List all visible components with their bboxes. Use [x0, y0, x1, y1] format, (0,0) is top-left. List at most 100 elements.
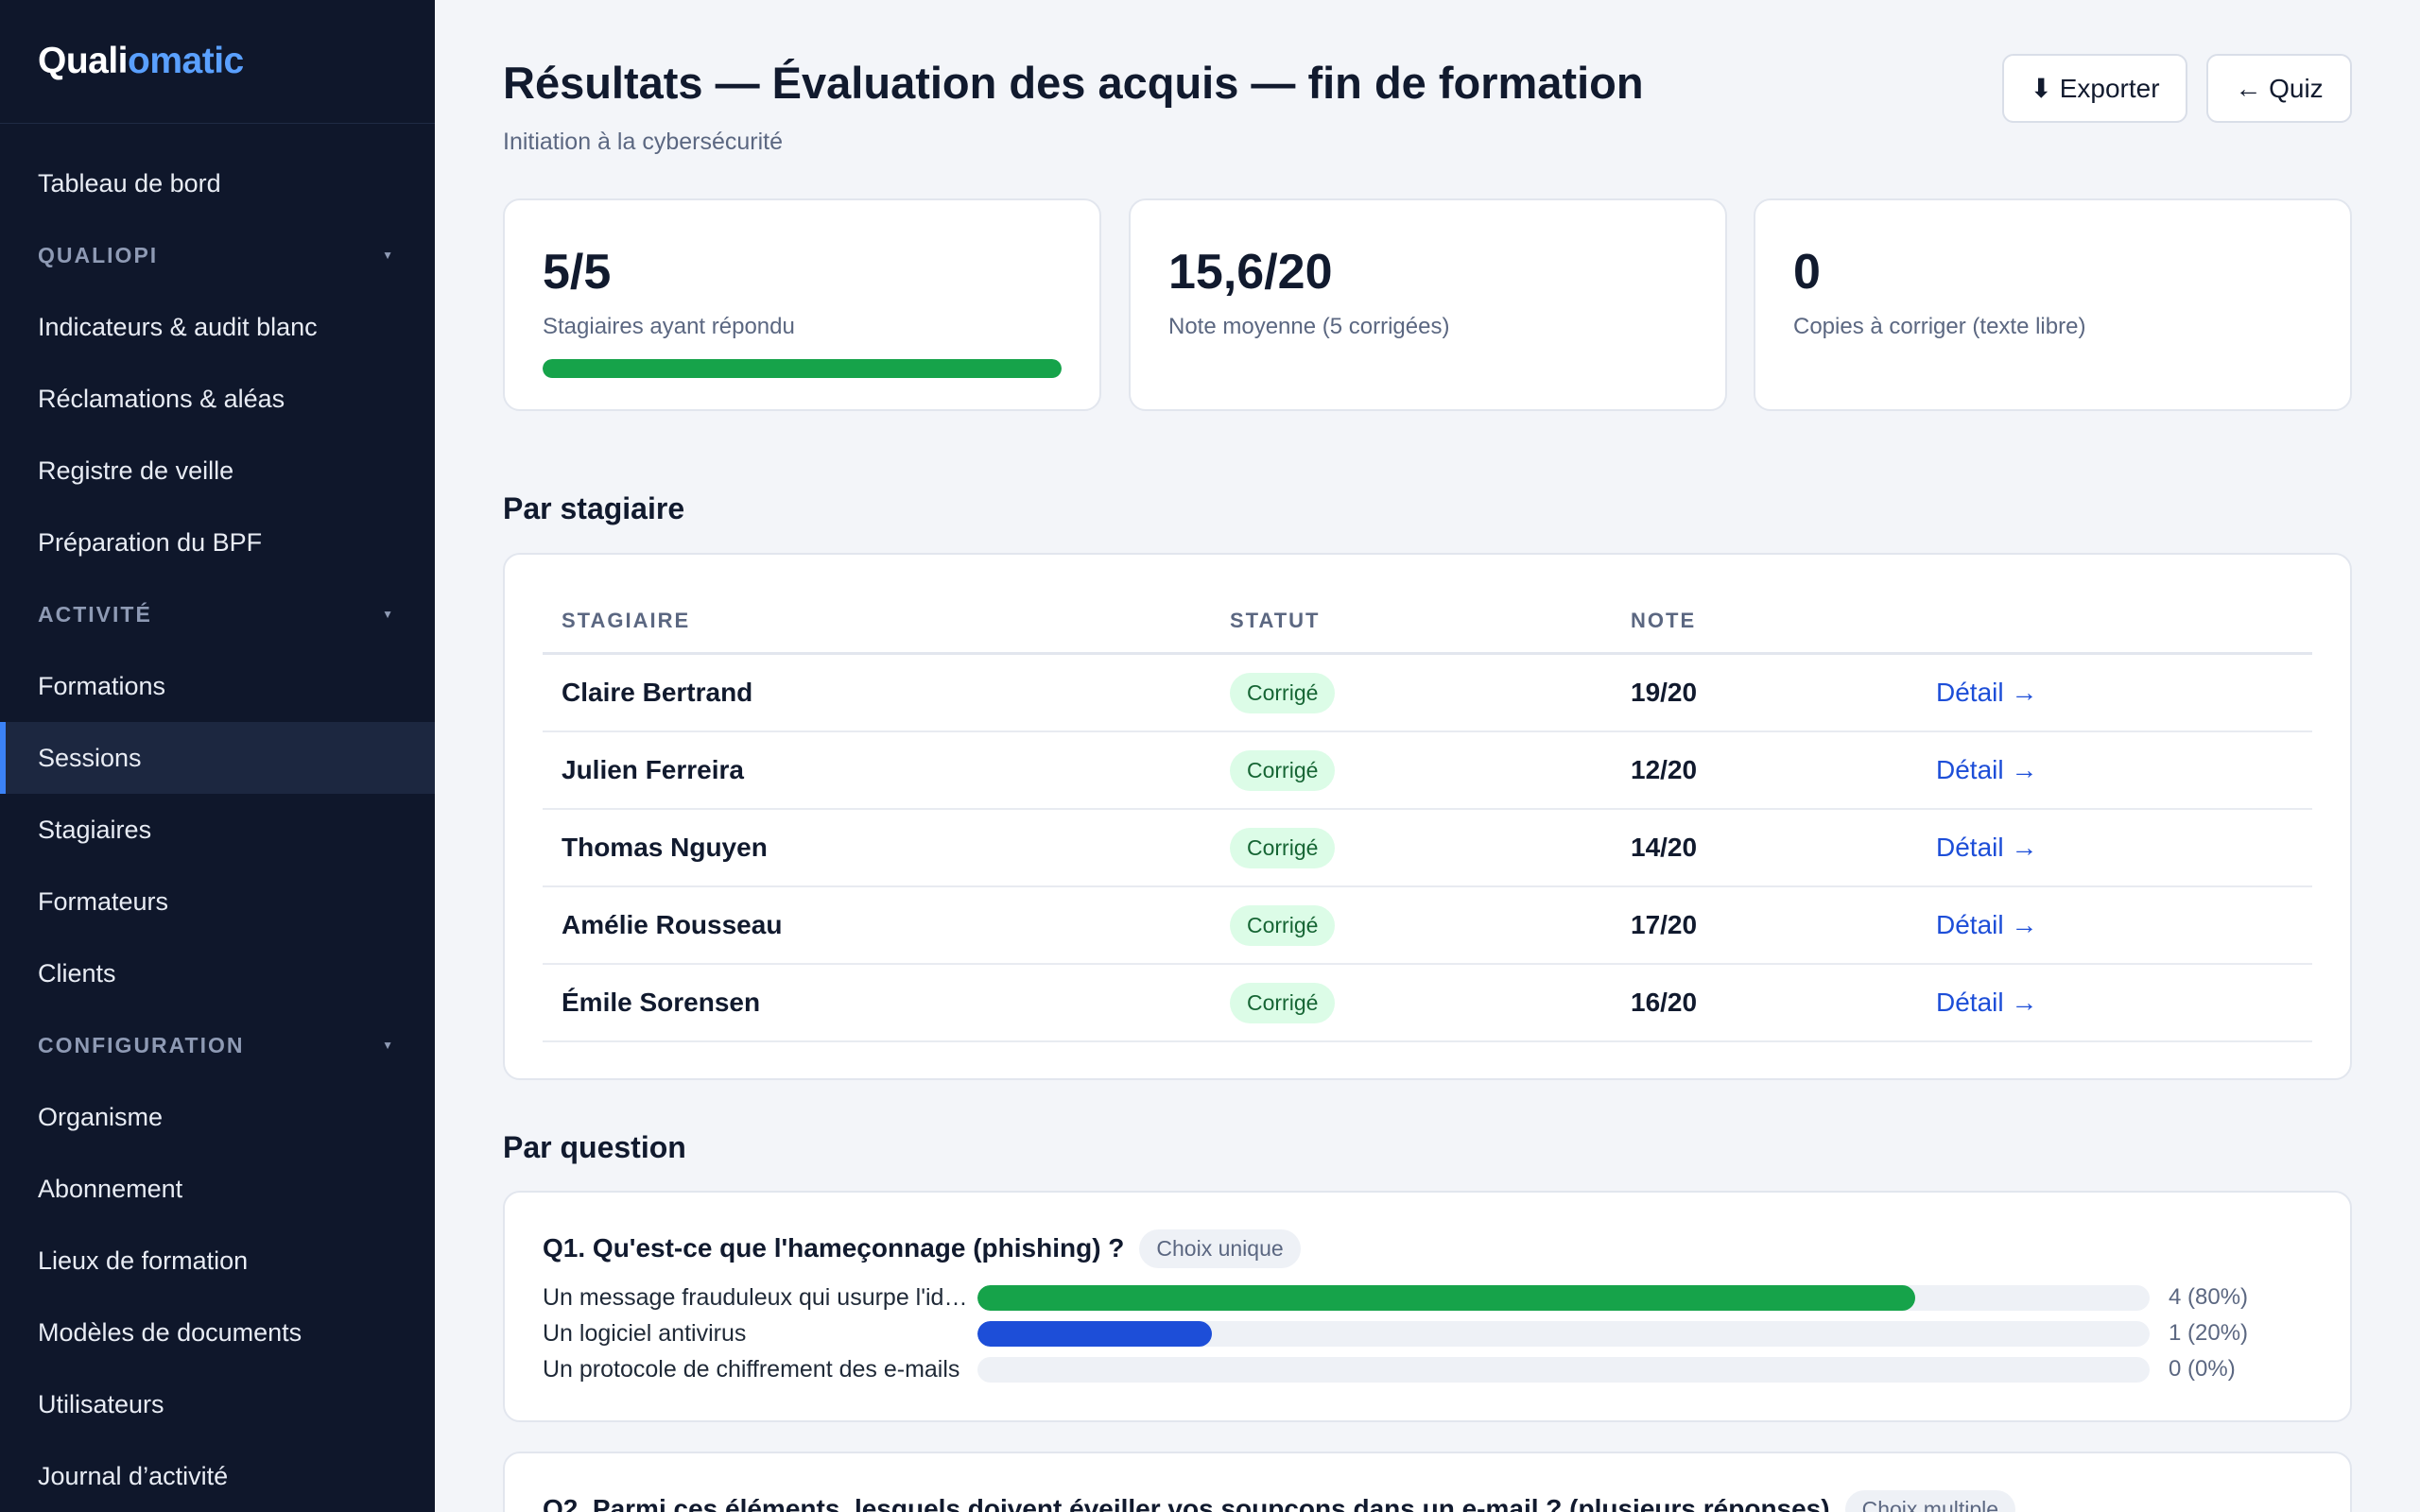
answer-bar [977, 1284, 2150, 1311]
status-cell: Corrigé [1230, 904, 1631, 946]
sidebar-item-utilisateurs[interactable]: Utilisateurs [38, 1389, 164, 1418]
trainee-name: Thomas Nguyen [562, 833, 768, 862]
status-badge: Corrigé [1230, 749, 1336, 791]
column-header-trainee: STAGIAIRE [562, 609, 691, 632]
trainee-results-table: STAGIAIRE STATUT NOTE Claire Bertrand Cor… [503, 553, 2352, 1080]
answer-row: Un protocole de chiffrement des e-mails 0… [543, 1351, 2312, 1387]
sidebar-item-modeles[interactable]: Modèles de documents [38, 1317, 302, 1347]
answer-row: Un message frauduleux qui usurpe l'ident… [543, 1280, 2312, 1315]
progress-fill [543, 359, 1062, 378]
question-header: Q2. Parmi ces éléments, lesquels doivent… [543, 1489, 2312, 1512]
sidebar-item-registre-veille[interactable]: Registre de veille [38, 455, 234, 485]
detail-cell: Détail → [1936, 833, 2312, 863]
sidebar-item-bpf[interactable]: Préparation du BPF [38, 527, 263, 557]
detail-cell: Détail → [1936, 988, 2312, 1018]
sidebar-section-title: QUALIOPI [38, 242, 159, 267]
detail-link[interactable]: Détail → [1936, 910, 2038, 939]
grade-cell: 14/20 [1631, 833, 1698, 862]
status-cell: Corrigé [1230, 672, 1631, 713]
answer-label: Un protocole de chiffrement des e-mails [543, 1355, 960, 1383]
sidebar-item-sessions[interactable]: Sessions [0, 722, 435, 794]
grade-cell: 16/20 [1631, 988, 1698, 1017]
detail-link[interactable]: Détail → [1936, 755, 2038, 784]
back-to-quiz-button[interactable]: ← Quiz [2206, 54, 2352, 123]
stat-value: 15,6/20 [1168, 245, 1333, 300]
stat-label: Copies à corriger (texte libre) [1793, 314, 2086, 339]
caret-down-icon: ▼ [382, 249, 395, 262]
stat-card-respondents: 5/5 Stagiaires ayant répondu [503, 198, 1101, 411]
sidebar-item-stagiaires[interactable]: Stagiaires [38, 815, 152, 844]
grade-cell: 12/20 [1631, 755, 1698, 784]
question-header: Q1. Qu'est-ce que l'hameçonnage (phishin… [543, 1228, 2312, 1268]
status-cell: Corrigé [1230, 982, 1631, 1023]
stat-card-average-grade: 15,6/20 Note moyenne (5 corrigées) [1129, 198, 1727, 411]
question-card: Q1. Qu'est-ce que l'hameçonnage (phishin… [503, 1191, 2352, 1422]
status-cell: Corrigé [1230, 749, 1631, 791]
detail-cell: Détail → [1936, 678, 2312, 708]
stat-card-to-correct: 0 Copies à corriger (texte libre) [1754, 198, 2352, 411]
trainee-name: Amélie Rousseau [562, 910, 783, 939]
table-row: Thomas Nguyen Corrigé 14/20 Détail → [543, 810, 2312, 887]
brand-part1: Quali [38, 41, 129, 81]
sidebar-nav: Tableau de bord QUALIOPI ▼ Indicateurs &… [0, 124, 435, 1512]
sidebar-item-clients[interactable]: Clients [38, 958, 116, 988]
question-title: Q1. Qu'est-ce que l'hameçonnage (phishin… [543, 1233, 1125, 1263]
sidebar-item-journal[interactable]: Journal d’activité [38, 1461, 229, 1490]
sidebar-item-dashboard[interactable]: Tableau de bord [38, 168, 221, 198]
detail-link[interactable]: Détail → [1936, 833, 2038, 862]
table-row: Amélie Rousseau Corrigé 17/20 Détail → [543, 887, 2312, 965]
answer-count: 0 (0%) [2169, 1356, 2236, 1382]
sidebar-section-title: CONFIGURATION [38, 1032, 245, 1057]
table-row: Émile Sorensen Corrigé 16/20 Détail → [543, 965, 2312, 1042]
question-type-badge: Choix unique [1139, 1228, 1301, 1268]
answer-bar-fill [977, 1320, 1212, 1347]
main-content: Résultats — Évaluation des acquis — fin … [435, 0, 2420, 1512]
column-header-status: STATUT [1230, 609, 1321, 632]
sidebar-section-activite[interactable]: ACTIVITÉ ▼ [0, 578, 435, 650]
sidebar: Quali omatic Tableau de bord QUALIOPI ▼ I… [0, 0, 435, 1512]
grade-cell: 19/20 [1631, 678, 1698, 707]
sidebar-item-abonnement[interactable]: Abonnement [38, 1174, 183, 1203]
trainee-name: Julien Ferreira [562, 755, 744, 784]
status-badge: Corrigé [1230, 904, 1336, 946]
detail-link[interactable]: Détail → [1936, 678, 2038, 707]
export-button[interactable]: ⬇ Exporter [2002, 54, 2187, 123]
table-row: Julien Ferreira Corrigé 12/20 Détail → [543, 732, 2312, 810]
detail-link[interactable]: Détail → [1936, 988, 2038, 1017]
answer-bar-fill [977, 1284, 1915, 1311]
stat-label: Note moyenne (5 corrigées) [1168, 314, 1450, 339]
grade-cell: 17/20 [1631, 910, 1698, 939]
stat-value: 0 [1793, 245, 1821, 300]
detail-cell: Détail → [1936, 910, 2312, 940]
caret-down-icon: ▼ [382, 608, 395, 621]
section-title-trainees: Par stagiaire [503, 491, 685, 525]
answer-row: Un logiciel antivirus 1 (20%) [543, 1315, 2312, 1351]
answer-bar [977, 1356, 2150, 1383]
question-type-badge: Choix multiple [1844, 1489, 2016, 1512]
table-header: STAGIAIRE STATUT NOTE [543, 555, 2312, 655]
sidebar-item-organisme[interactable]: Organisme [38, 1102, 164, 1131]
sidebar-section-title: ACTIVITÉ [38, 601, 152, 627]
caret-down-icon: ▼ [382, 1039, 395, 1052]
answer-bar [977, 1320, 2150, 1347]
sidebar-item-indicateurs[interactable]: Indicateurs & audit blanc [38, 312, 318, 341]
app-logo[interactable]: Quali omatic [0, 0, 435, 124]
question-card: Q2. Parmi ces éléments, lesquels doivent… [503, 1452, 2352, 1512]
sidebar-section-configuration[interactable]: CONFIGURATION ▼ [0, 1009, 435, 1081]
status-cell: Corrigé [1230, 827, 1631, 868]
sidebar-item-formateurs[interactable]: Formateurs [38, 886, 169, 916]
page-title: Résultats — Évaluation des acquis — fin … [503, 58, 1644, 108]
section-title-questions: Par question [503, 1130, 686, 1164]
sidebar-item-formations[interactable]: Formations [38, 671, 166, 700]
answer-label: Un message frauduleux qui usurpe l'ident… [543, 1283, 977, 1311]
answer-count: 1 (20%) [2169, 1320, 2249, 1346]
answer-label: Un logiciel antivirus [543, 1319, 747, 1347]
question-title: Q2. Parmi ces éléments, lesquels doivent… [543, 1494, 1830, 1512]
sidebar-item-reclamations[interactable]: Réclamations & aléas [38, 384, 285, 413]
sidebar-section-qualiopi[interactable]: QUALIOPI ▼ [0, 219, 435, 291]
table-row: Claire Bertrand Corrigé 19/20 Détail → [543, 655, 2312, 732]
trainee-name: Émile Sorensen [562, 988, 761, 1017]
answer-count: 4 (80%) [2169, 1284, 2249, 1310]
detail-cell: Détail → [1936, 755, 2312, 785]
sidebar-item-lieux[interactable]: Lieux de formation [38, 1246, 249, 1275]
